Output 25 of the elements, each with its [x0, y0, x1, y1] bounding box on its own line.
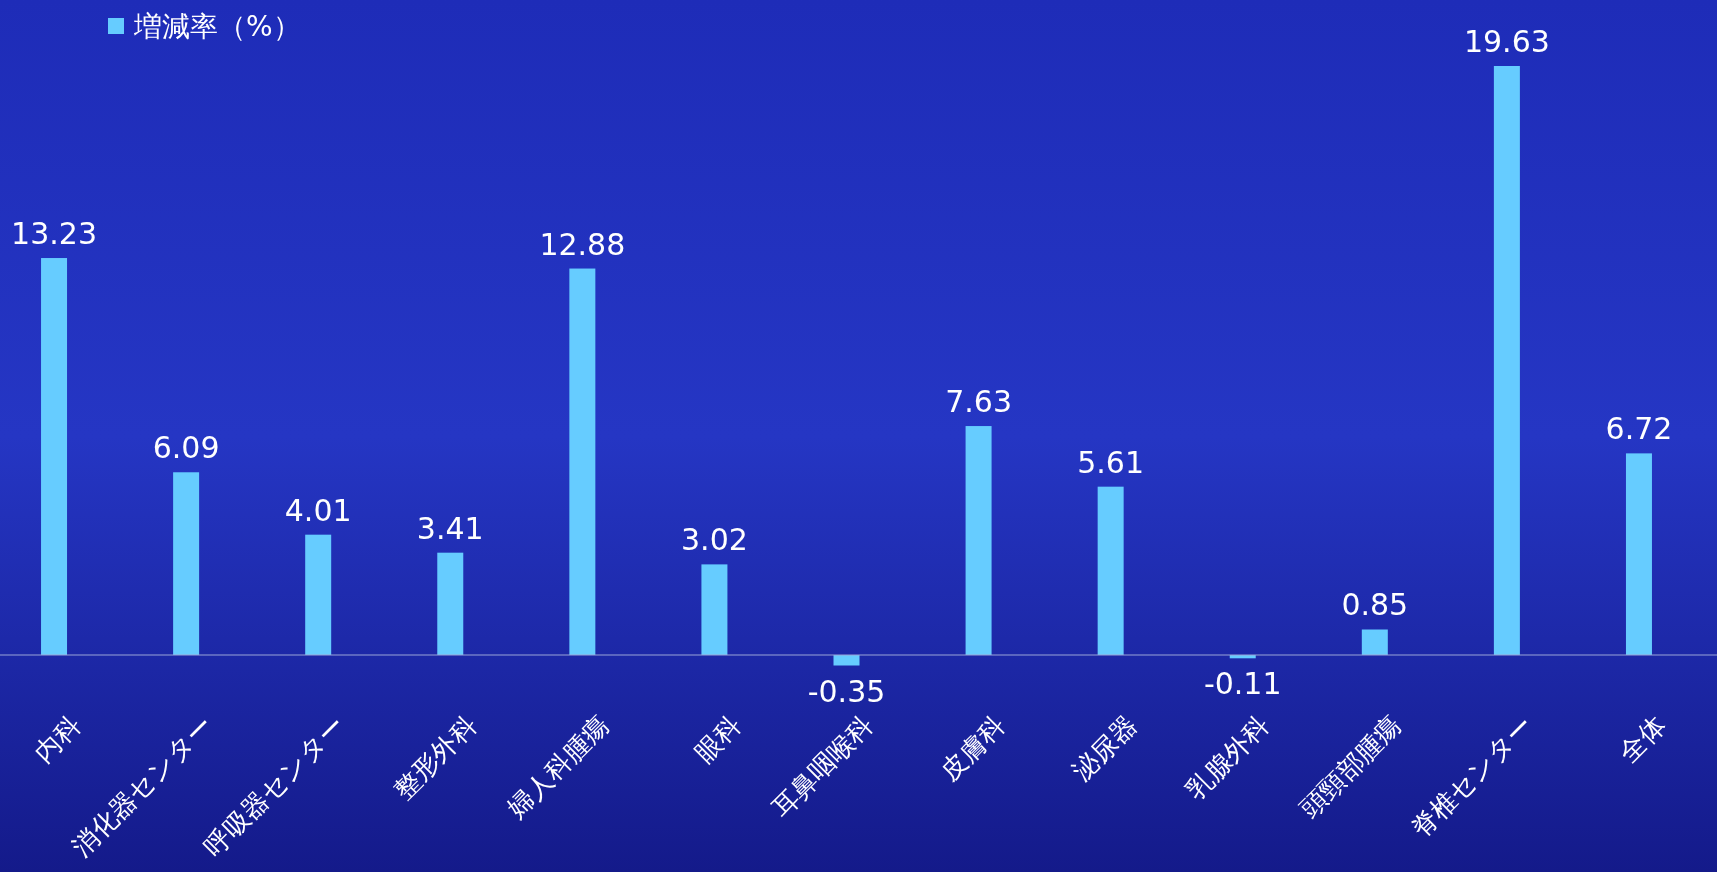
- x-tick-label: 全体: [1613, 710, 1672, 769]
- x-tick-label: 乳腺外科: [1180, 710, 1275, 805]
- data-label: 6.72: [1605, 411, 1673, 447]
- data-label: 0.85: [1341, 587, 1409, 623]
- data-label: -0.35: [807, 673, 886, 709]
- data-label: -0.11: [1203, 666, 1282, 702]
- data-label: 12.88: [539, 226, 626, 262]
- x-tick-label: 眼科: [688, 710, 747, 769]
- x-tick-label: 泌尿器: [1066, 710, 1143, 787]
- data-label: 3.02: [681, 522, 748, 558]
- legend-label: 増減率（%）: [133, 10, 301, 43]
- x-tick-label: 皮膚科: [934, 710, 1011, 787]
- x-tick-label: 婦人科腫瘍: [501, 710, 615, 824]
- x-tick-label: 整形外科: [387, 710, 483, 805]
- data-label: 5.61: [1077, 444, 1145, 480]
- data-label: 19.63: [1463, 24, 1550, 59]
- x-tick-label: 脊椎センター: [1405, 710, 1540, 844]
- x-tick-label: 頭頸部腫瘍: [1293, 710, 1408, 824]
- x-tick-label: 耳鼻咽喉科: [765, 710, 879, 824]
- data-label: 13.23: [11, 216, 97, 252]
- x-tick-label: 内科: [28, 710, 87, 769]
- data-label: 4.01: [284, 492, 352, 528]
- data-label: 7.63: [945, 384, 1012, 420]
- data-label: 6.09: [152, 430, 220, 466]
- data-label: 3.41: [416, 510, 484, 546]
